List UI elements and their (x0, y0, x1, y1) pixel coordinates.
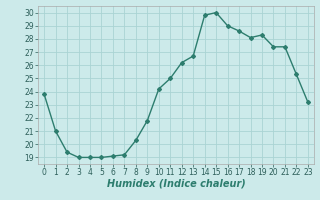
X-axis label: Humidex (Indice chaleur): Humidex (Indice chaleur) (107, 179, 245, 189)
